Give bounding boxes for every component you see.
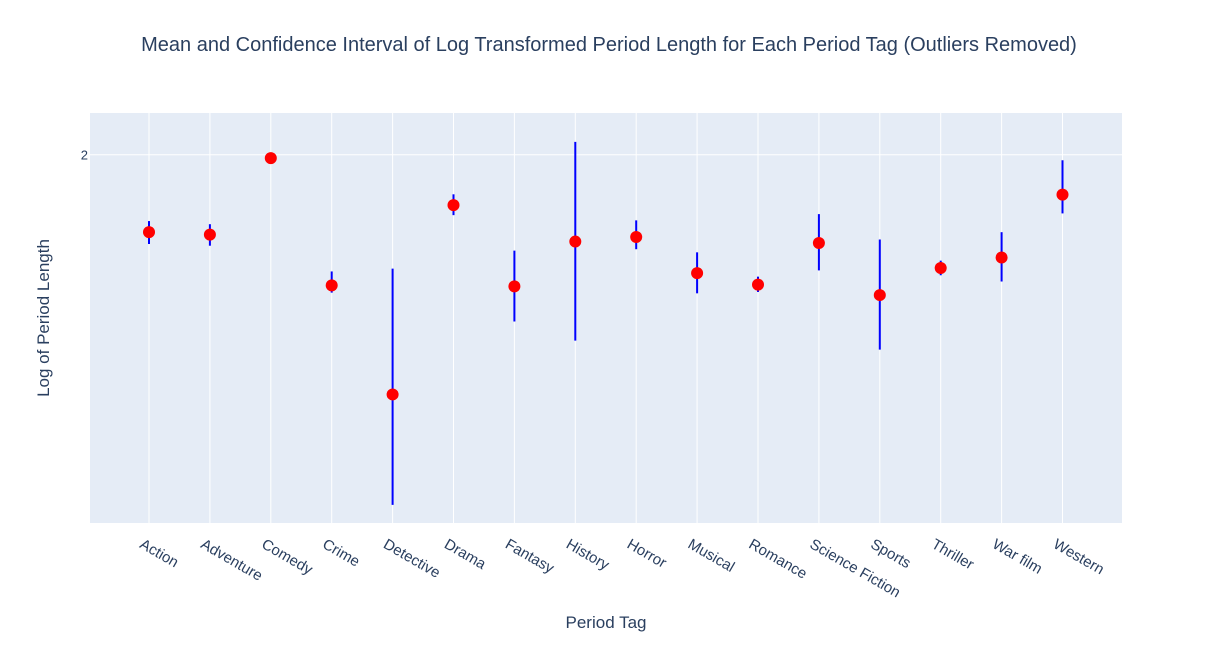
x-tick-label: Sports (868, 536, 914, 572)
x-tick-label: Crime (319, 536, 362, 571)
x-tick-label: Thriller (928, 536, 976, 574)
mean-point (995, 251, 1008, 264)
mean-point (325, 279, 338, 292)
x-tick-label: War film (989, 536, 1045, 578)
x-tick-label: Fantasy (502, 536, 557, 578)
chart-title: Mean and Confidence Interval of Log Tran… (141, 34, 1077, 56)
x-tick-label: Detective (380, 536, 443, 582)
mean-point (203, 228, 216, 241)
mean-point (1056, 188, 1069, 201)
mean-point (569, 235, 582, 248)
x-tick-label: Romance (746, 536, 810, 583)
mean-point (630, 231, 643, 244)
x-tick-label: Comedy (259, 536, 316, 579)
x-tick-label: Horror (624, 536, 669, 572)
mean-point (691, 267, 704, 280)
x-tick-label: Adventure (198, 536, 266, 585)
x-tick-label: Musical (685, 536, 738, 576)
y-tick-label: 2 (81, 148, 88, 163)
mean-point (264, 152, 277, 165)
mean-point (812, 236, 825, 249)
plot-area (90, 113, 1122, 523)
mean-point (447, 199, 460, 212)
mean-point (508, 280, 521, 293)
mean-point (143, 226, 155, 239)
series-layer (143, 141, 1069, 505)
mean-point (752, 278, 764, 291)
x-tick-label: Western (1050, 536, 1107, 579)
x-tick-label: Action (137, 536, 182, 572)
y-tick-labels: 2 (81, 148, 88, 163)
y-axis-title: Log of Period Length (34, 239, 53, 397)
x-tick-label: Drama (441, 536, 489, 574)
mean-point (934, 261, 947, 274)
mean-point (386, 388, 399, 401)
x-axis-title: Period Tag (566, 613, 647, 632)
mean-point (873, 289, 886, 302)
x-tick-label: History (563, 536, 612, 574)
